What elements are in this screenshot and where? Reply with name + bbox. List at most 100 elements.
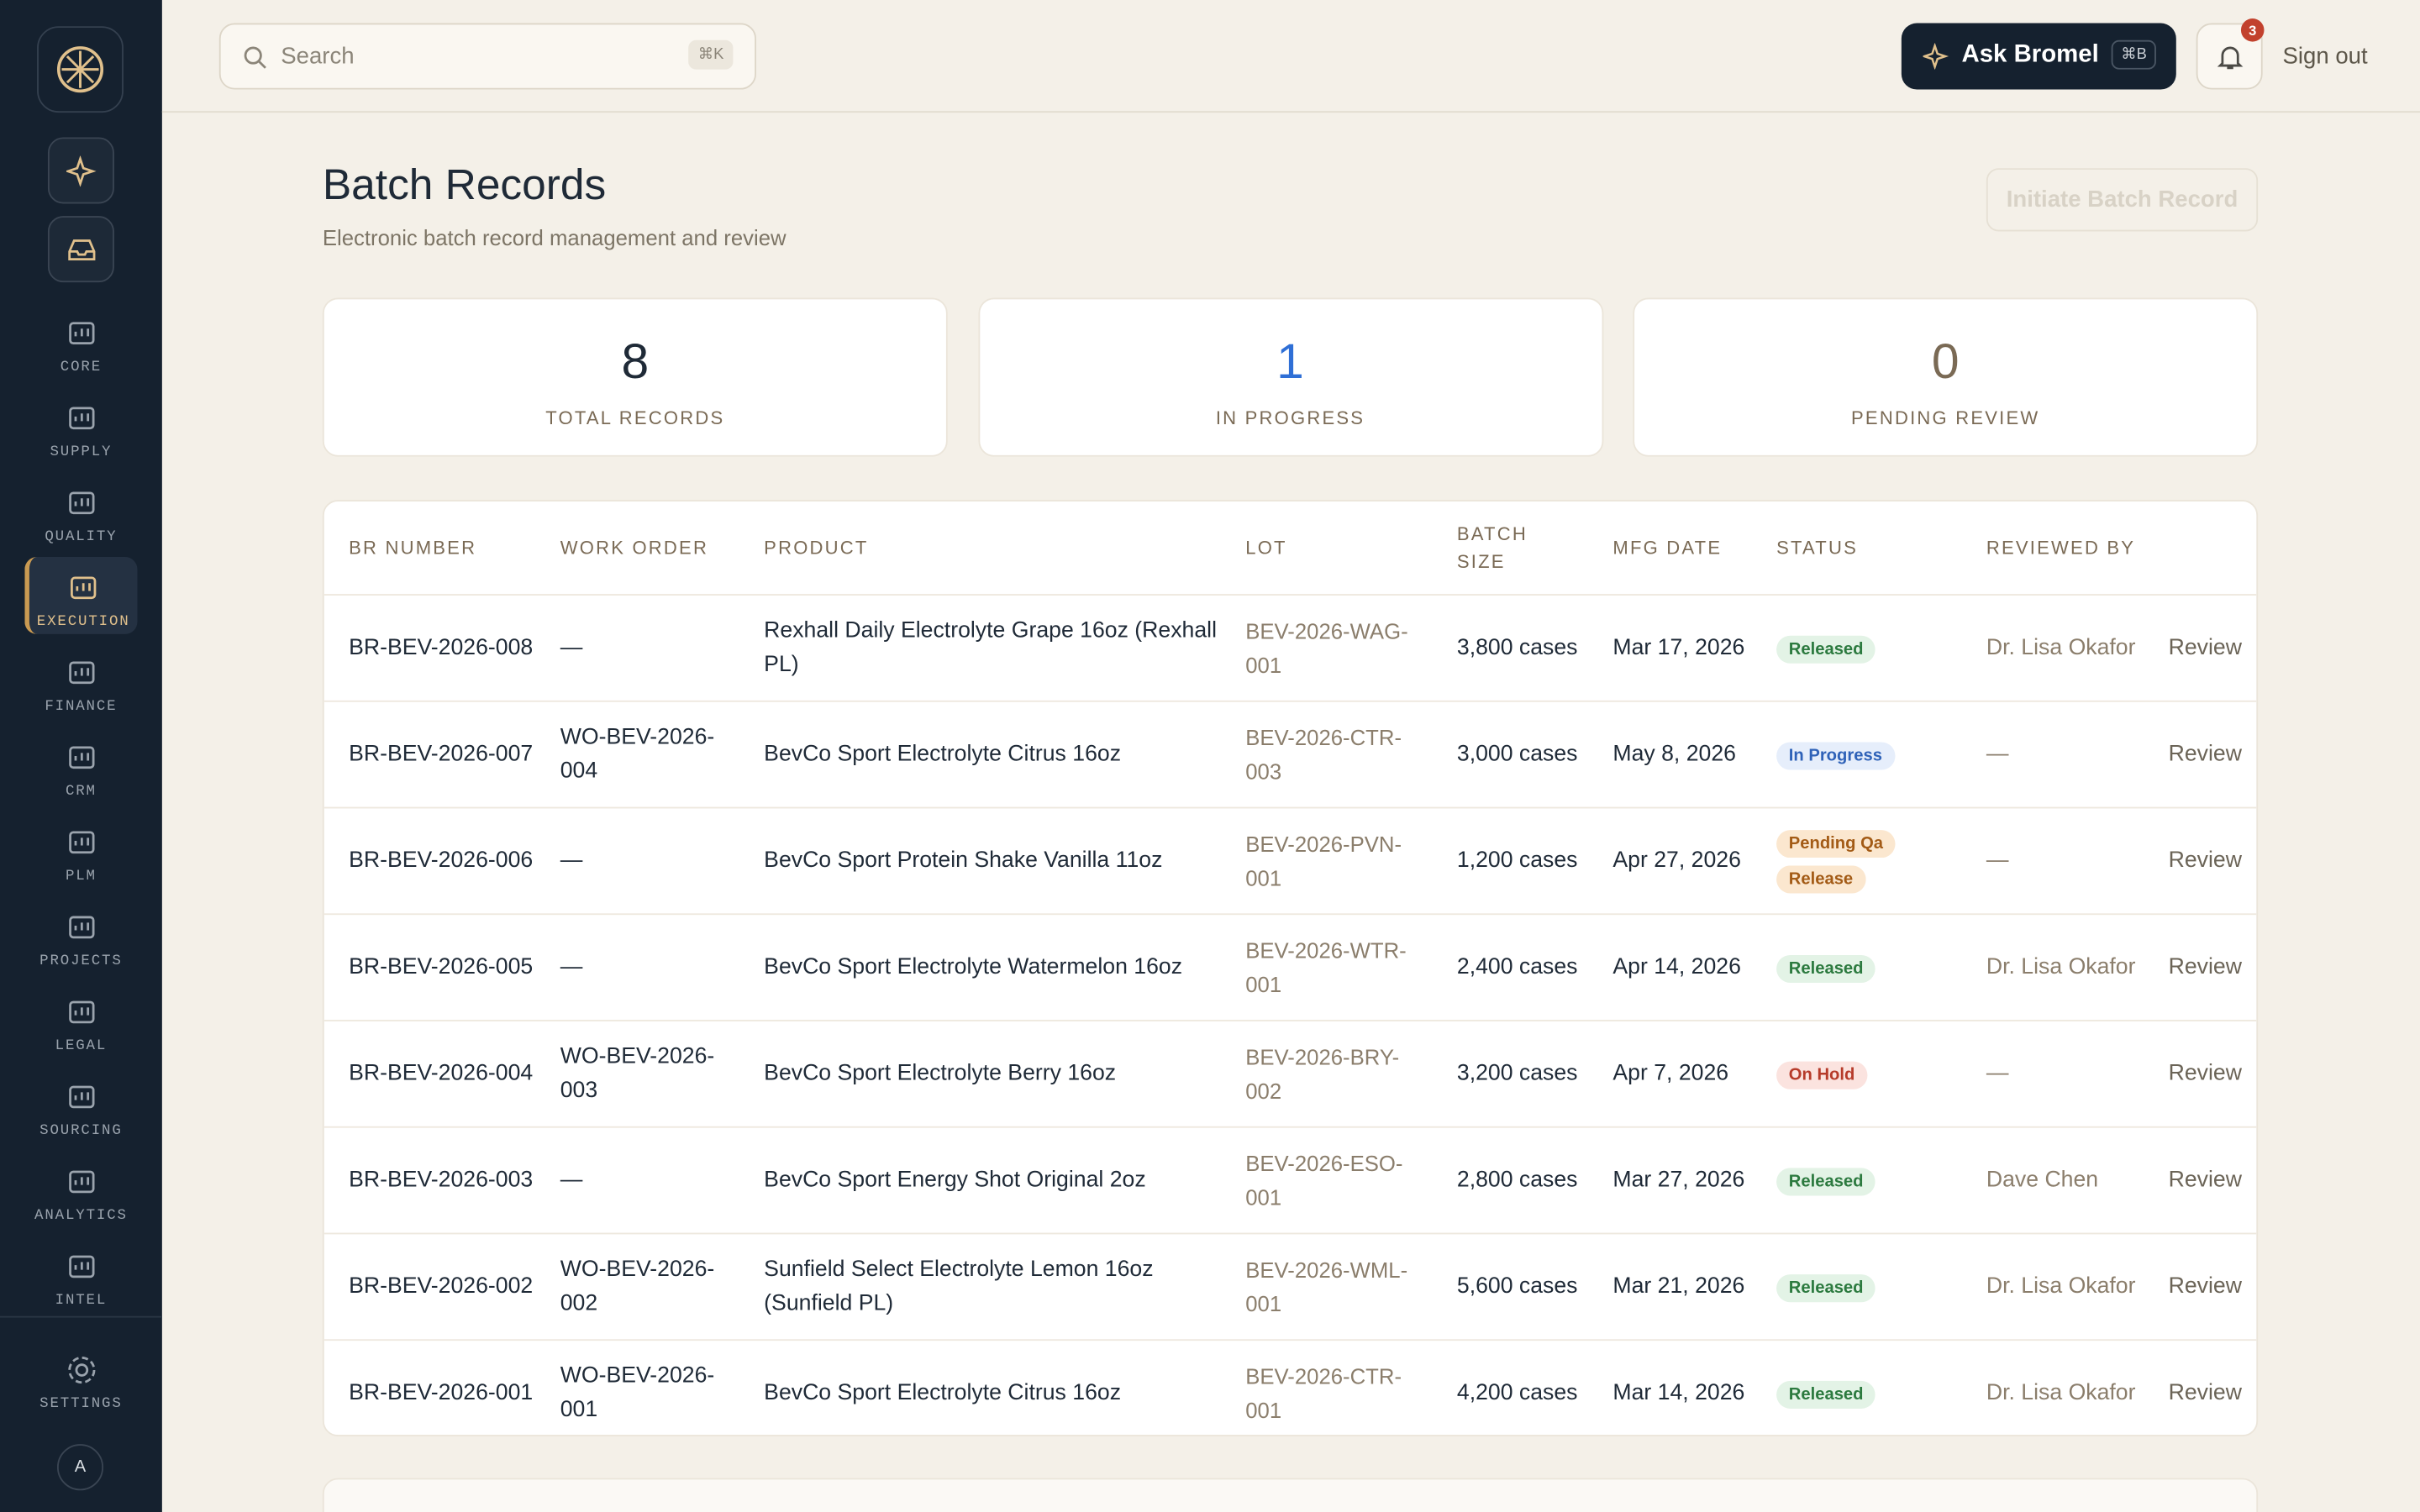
stat-label: TOTAL RECORDS [545,407,725,429]
cell: BevCo Sport Protein Shake Vanilla 11oz [764,848,1163,874]
table-row: BR-BEV-2026-003 — BevCo Sport Energy Shot … [324,1128,2257,1235]
logo[interactable] [37,26,124,113]
table-row: BR-BEV-2026-004 WO-BEV-2026-003 BevCo Spor… [324,1021,2257,1128]
cell: BevCo Sport Electrolyte Citrus 16oz [764,742,1122,767]
stat-value: 0 [1931,333,1960,389]
cell: BR-BEV-2026-004 [349,1061,534,1086]
nav-label: INTEL [55,1291,108,1309]
ask-button[interactable]: Ask Bromel ⌘B [1901,23,2176,90]
nav-item[interactable]: FINANCE [24,642,137,719]
cell: 2,800 cases [1456,1167,1578,1193]
review-link[interactable]: Review [2168,1273,2242,1299]
stat-card: 1 IN PROGRESS [977,297,1603,457]
nav-label: CRM [65,782,97,800]
nav-icon [68,1000,94,1024]
review-link[interactable]: Review [2168,1061,2242,1086]
nav-item[interactable]: PROJECTS [24,896,137,974]
nav-icon [68,661,94,685]
cell: BEV-2026-ESO-001 [1245,1150,1403,1210]
nav-label: CORE [60,358,103,375]
nav-label: FINANCE [45,697,118,715]
nav-item[interactable]: CRM [24,727,137,804]
nav-label: QUALITY [45,528,118,545]
status-badge: Released [1776,954,1876,983]
nav-icon [68,322,94,345]
nav-icon [68,746,94,769]
nav-label: SETTINGS [39,1394,123,1412]
cell: — [1986,742,2009,767]
nav-label: SOURCING [39,1121,123,1139]
column-header: MFG DATE [1612,537,1723,559]
cell: BR-BEV-2026-001 [349,1380,534,1405]
cell: — [1986,1061,2009,1086]
notifications[interactable]: 3 [2196,18,2265,90]
nav-item[interactable]: LEGAL [24,981,137,1058]
status-badge: On Hold [1776,1060,1868,1089]
cell: WO-BEV-2026-002 [560,1257,715,1316]
ai-button[interactable] [47,137,114,204]
initiate-button[interactable]: Initiate Batch Record [1986,168,2259,232]
cell: WO-BEV-2026-003 [560,1043,715,1104]
cell: BEV-2026-WML-001 [1245,1257,1408,1316]
nav-icon [68,916,94,939]
cell: BR-BEV-2026-005 [349,954,534,979]
column-header: REVIEWED BY [1986,537,2136,559]
settings-nav[interactable]: SETTINGS [24,1339,137,1416]
nav-item[interactable]: SUPPLY [24,387,137,465]
nav-item[interactable]: INTEL [24,1236,137,1313]
nav-label: ANALYTICS [34,1206,128,1224]
review-link[interactable]: Review [2168,635,2242,660]
cell: Apr 14, 2026 [1612,954,1741,979]
review-link[interactable]: Review [2168,954,2242,979]
sidebar: SETTINGS A CORE SUPPLY QUALITY EXECUTION FIN… [0,0,162,1512]
nav-item[interactable]: CORE [24,302,137,380]
table-row: BR-BEV-2026-002 WO-BEV-2026-002 Sunfield S… [324,1234,2257,1341]
review-link[interactable]: Review [2168,1167,2242,1193]
cell: BEV-2026-WAG-001 [1245,617,1408,678]
cell: On Hold [1776,1056,1986,1091]
stat-value: 8 [621,333,650,389]
page-title: Batch Records [322,160,607,208]
sign-out[interactable]: Sign out [2282,43,2368,70]
search-placeholder: Search [281,43,355,70]
avatar[interactable]: A [56,1444,104,1491]
cell: Released [1776,950,1986,985]
cell: BevCo Sport Electrolyte Berry 16oz [764,1061,1117,1086]
status-badge: Released [1776,1379,1876,1409]
top-bar: Search ⌘K Ask Bromel ⌘B 3 Sign out [161,0,2420,113]
table-row: BR-BEV-2026-007 WO-BEV-2026-004 BevCo Spor… [324,702,2257,809]
status-badge: Pending Qa Release [1776,830,1896,894]
nav-label: EXECUTION [36,612,130,630]
stat-label: PENDING REVIEW [1851,407,2040,429]
cell: Pending Qa Release [1776,826,1986,896]
nav-item[interactable]: QUALITY [24,472,137,549]
review-link[interactable]: Review [2168,1380,2242,1405]
nav-item[interactable]: ANALYTICS [24,1151,137,1228]
cell: BR-BEV-2026-006 [349,848,534,874]
search-box[interactable]: Search ⌘K [218,23,757,90]
shortcut: ⌘K [688,39,734,70]
cell: 5,600 cases [1456,1273,1578,1299]
cell: Released [1776,1163,1986,1198]
nav-item[interactable]: EXECUTION [24,557,138,634]
cell: Mar 27, 2026 [1612,1167,1745,1193]
table-row: BR-BEV-2026-005 — BevCo Sport Electrolyte … [324,915,2257,1021]
column-header: BR NUMBER [349,537,477,559]
cell: BEV-2026-PVN-001 [1245,831,1402,890]
stat-label: IN PROGRESS [1215,407,1365,429]
cell: Apr 27, 2026 [1612,848,1741,874]
cell: Dave Chen [1986,1167,2099,1193]
cell: Mar 17, 2026 [1612,635,1745,660]
cell: Sunfield Select Electrolyte Lemon 16oz (… [764,1257,1154,1316]
nav-item[interactable]: PLM [24,811,137,889]
cell: 4,200 cases [1456,1380,1578,1405]
cell: BevCo Sport Electrolyte Citrus 16oz [764,1380,1122,1405]
nav-label: PLM [65,867,97,885]
cell: WO-BEV-2026-004 [560,724,715,785]
review-link[interactable]: Review [2168,742,2242,767]
nav-item[interactable]: SOURCING [24,1066,137,1143]
column-header: STATUS [1776,537,1858,559]
review-link[interactable]: Review [2168,848,2242,874]
inbox-button[interactable] [47,216,114,283]
